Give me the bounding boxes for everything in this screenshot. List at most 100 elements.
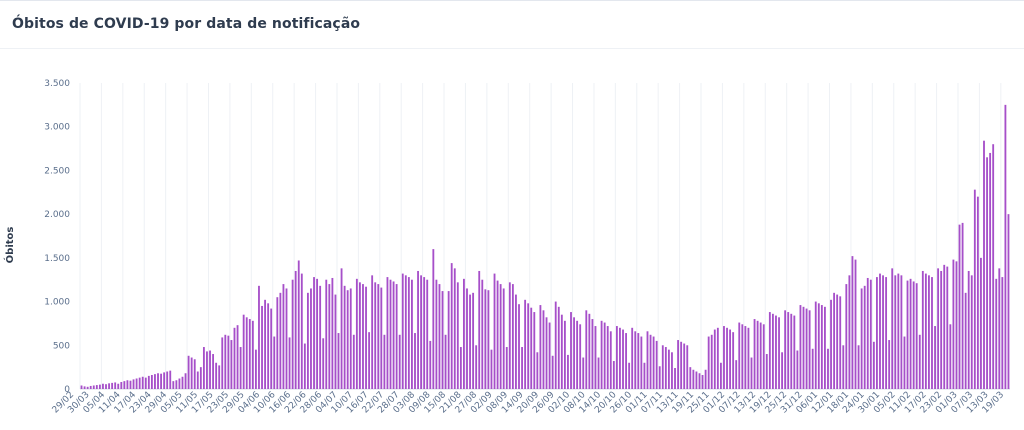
bar	[915, 283, 918, 389]
bar	[135, 378, 138, 389]
bar	[80, 385, 83, 389]
bar	[404, 275, 407, 389]
bar	[463, 278, 465, 389]
bar	[683, 343, 686, 389]
bar	[863, 285, 866, 389]
bar	[680, 341, 683, 389]
bar	[983, 140, 985, 389]
bar	[306, 292, 309, 389]
bar	[389, 279, 392, 389]
bar	[377, 284, 380, 389]
bar	[89, 385, 92, 389]
bar	[771, 313, 774, 389]
bar	[750, 357, 753, 389]
bar	[622, 329, 624, 389]
bar	[934, 326, 936, 389]
bar	[209, 350, 211, 389]
bar	[615, 326, 618, 389]
bar	[239, 347, 242, 389]
bar	[778, 317, 780, 389]
y-tick-label: 500	[53, 341, 70, 351]
bar	[175, 380, 178, 389]
bar	[857, 345, 860, 389]
bar	[95, 385, 98, 389]
bar	[805, 308, 808, 389]
bar	[475, 345, 478, 389]
bar	[674, 368, 676, 389]
bar	[854, 259, 857, 389]
bar	[827, 348, 829, 389]
bar	[254, 349, 257, 389]
bar	[251, 320, 254, 389]
bar	[206, 351, 208, 389]
bar	[949, 324, 952, 389]
bar	[955, 261, 958, 389]
bar	[866, 277, 869, 389]
bar	[1007, 214, 1010, 389]
bar	[218, 365, 221, 389]
bar	[903, 336, 906, 389]
bar	[411, 279, 413, 389]
bar	[212, 354, 214, 389]
bar	[1001, 277, 1004, 389]
bar	[120, 382, 123, 389]
bar	[906, 280, 909, 389]
bar	[658, 366, 661, 389]
bar	[830, 299, 832, 389]
bar	[992, 144, 995, 389]
bar	[585, 310, 588, 389]
bar	[563, 320, 566, 389]
bar	[184, 373, 187, 389]
bar	[487, 290, 490, 389]
bar	[839, 296, 842, 389]
bar	[328, 284, 331, 389]
bar	[582, 357, 585, 389]
bar	[444, 334, 447, 389]
bar	[478, 270, 481, 389]
bar	[560, 314, 563, 389]
bar	[958, 224, 961, 389]
bar	[995, 278, 998, 389]
bar	[1004, 104, 1007, 390]
bar	[628, 362, 631, 389]
bar	[695, 371, 698, 389]
bar	[438, 284, 441, 389]
bar	[747, 327, 750, 389]
bar	[322, 338, 325, 389]
bar	[499, 284, 502, 389]
bar	[701, 375, 704, 389]
bar	[542, 310, 545, 389]
bar	[704, 369, 707, 389]
bar	[548, 322, 551, 389]
bar	[606, 326, 609, 389]
bar	[150, 375, 153, 389]
bar	[147, 375, 150, 389]
bar	[973, 189, 976, 389]
bar	[245, 317, 248, 389]
bar	[591, 319, 594, 389]
bar	[447, 291, 450, 389]
bar	[374, 282, 377, 389]
bar	[781, 352, 784, 389]
bar	[918, 334, 921, 389]
bar	[765, 354, 768, 389]
bar	[609, 331, 612, 389]
bar	[117, 383, 120, 389]
bar	[420, 275, 423, 389]
bar	[759, 322, 762, 389]
bar	[817, 303, 820, 389]
bar	[154, 374, 156, 389]
bar	[964, 292, 967, 389]
bar	[371, 275, 374, 389]
bar	[576, 320, 579, 389]
bar	[313, 277, 315, 389]
y-tick-label: 2.000	[44, 210, 70, 220]
bar	[334, 294, 337, 389]
bar	[931, 277, 933, 389]
bar	[921, 270, 924, 389]
bar	[227, 335, 230, 389]
bar	[573, 317, 575, 389]
chart-grid	[79, 83, 1010, 390]
bar	[545, 317, 548, 389]
bar	[224, 334, 227, 389]
